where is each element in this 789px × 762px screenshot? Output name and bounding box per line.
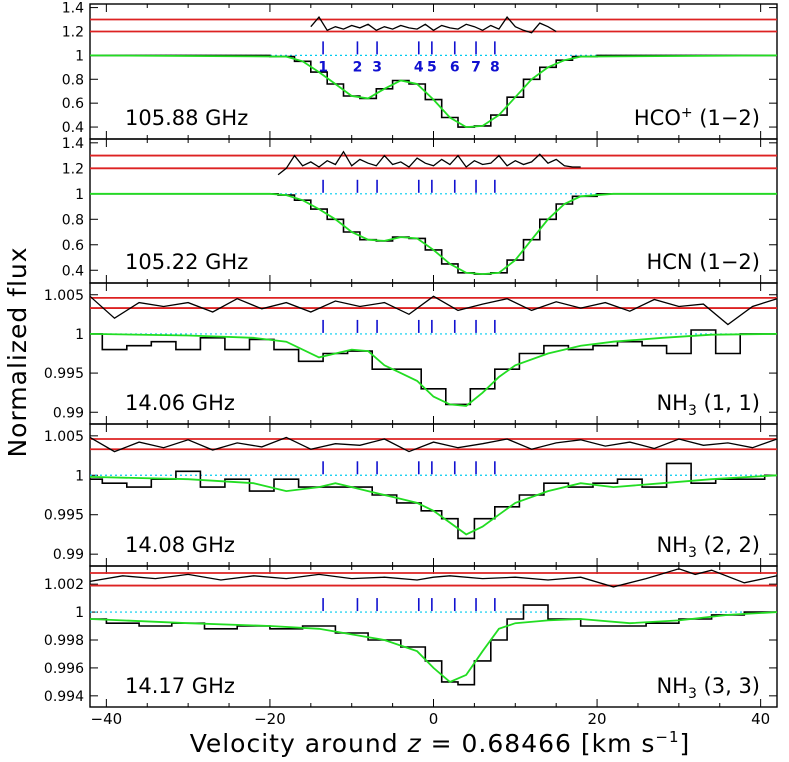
residual-line xyxy=(277,150,581,176)
y-tick-label: 0.6 xyxy=(62,96,84,112)
component-label: 4 xyxy=(414,59,424,75)
x-axis-label-sup: −1 xyxy=(655,728,679,746)
y-tick-label: 0.4 xyxy=(62,263,84,279)
y-tick-label: 1 xyxy=(75,605,84,621)
data-histogram xyxy=(90,329,777,406)
x-axis-label-mid: = 0.68466 [km s xyxy=(422,729,656,758)
y-tick-label: 0.994 xyxy=(44,689,84,705)
frequency-label: 14.08 GHz xyxy=(125,533,235,557)
y-tick-label: 1 xyxy=(75,187,84,203)
y-tick-label: 1.005 xyxy=(44,429,84,445)
component-label: 5 xyxy=(427,59,437,75)
residual-line xyxy=(310,16,557,34)
panel-4: 0.99 0.995 1 1.005 14.08 GHz NH3 (2, 2) xyxy=(44,423,778,567)
component-label: 1 xyxy=(318,59,328,75)
x-tick-label: −20 xyxy=(254,710,286,728)
species-label: NH3 (3, 3) xyxy=(656,674,760,702)
y-tick-label: 1 xyxy=(75,468,84,484)
x-axis-label: Velocity around z = 0.68466 [km s−1] xyxy=(190,728,691,758)
y-tick-label: 1 xyxy=(75,48,84,64)
y-tick-label: 0.998 xyxy=(44,633,84,649)
residual-line xyxy=(89,436,778,453)
component-label: 8 xyxy=(490,59,500,75)
y-tick-label: 0.8 xyxy=(62,212,84,228)
y-tick-label: 0.4 xyxy=(62,120,84,136)
fit-line xyxy=(89,611,778,683)
x-tick-label: 40 xyxy=(751,710,770,728)
component-label: 6 xyxy=(450,59,460,75)
residual-line xyxy=(89,568,778,588)
frequency-label: 105.88 GHz xyxy=(125,106,248,130)
fit-line xyxy=(89,474,778,536)
panel-1: 0.4 0.6 0.8 1 1.2 1.4 1 2 3 4 5 6 7 8 105.88 GHz HCO+ (… xyxy=(62,1,778,140)
y-tick-label: 1.005 xyxy=(44,288,84,304)
fit-line xyxy=(89,333,778,407)
y-axis-label: Normalized flux xyxy=(3,246,32,457)
data-histogram xyxy=(90,462,777,540)
panels-group: 0.4 0.6 0.8 1 1.2 1.4 1 2 3 4 5 6 7 8 105.88 GHz HCO+ (… xyxy=(44,1,778,708)
species-label: HCN (1−2) xyxy=(646,250,760,274)
y-tick-label: 0.995 xyxy=(44,366,84,382)
y-tick-label: 1 xyxy=(75,327,84,343)
panel-5: 0.994 0.996 0.998 1 1.002 14.17 GHz NH3 (3, 3) xyxy=(44,565,778,708)
species-label: NH3 (1, 1) xyxy=(656,391,760,419)
y-tick-label: 1.002 xyxy=(44,577,84,593)
fit-line xyxy=(90,192,777,276)
x-tick-label: −40 xyxy=(91,710,123,728)
species-label: HCO+ (1−2) xyxy=(634,105,760,130)
y-tick-label: 0.99 xyxy=(53,547,84,563)
y-tick-label: 1.2 xyxy=(62,24,84,40)
panel-3: 0.99 0.995 1 1.005 14.06 GHz NH3 (1, 1) xyxy=(44,282,778,425)
component-label: 2 xyxy=(353,59,363,75)
data-histogram xyxy=(90,604,777,686)
x-axis-label-post: ] xyxy=(680,729,691,758)
panel-2: 0.4 0.6 0.8 1 1.2 1.4 105.22 GHz HCN (1−2) xyxy=(62,136,778,284)
y-tick-label: 0.996 xyxy=(44,661,84,677)
frequency-label: 14.06 GHz xyxy=(125,391,235,415)
component-label: 7 xyxy=(471,59,481,75)
y-tick-label: 0.8 xyxy=(62,72,84,88)
x-tick-label: 20 xyxy=(588,710,607,728)
frequency-label: 14.17 GHz xyxy=(125,674,235,698)
x-axis-label-pre: Velocity around xyxy=(190,729,408,758)
component-label: 3 xyxy=(372,59,382,75)
frequency-label: 105.22 GHz xyxy=(125,250,248,274)
residual-line xyxy=(89,295,778,326)
y-tick-label: 1.2 xyxy=(62,161,84,177)
x-axis-label-z: z xyxy=(407,729,422,758)
y-tick-label: 0.99 xyxy=(53,405,84,421)
y-tick-label: 1.4 xyxy=(62,136,84,152)
x-tick-label: 0 xyxy=(429,710,439,728)
fit-line xyxy=(89,54,778,129)
y-tick-label: 1.4 xyxy=(62,1,84,17)
y-tick-label: 0.995 xyxy=(44,508,84,524)
species-label: NH3 (2, 2) xyxy=(656,533,760,561)
x-axis-ticks: −40 −20 0 20 40 xyxy=(91,710,771,728)
y-tick-label: 0.6 xyxy=(62,238,84,254)
